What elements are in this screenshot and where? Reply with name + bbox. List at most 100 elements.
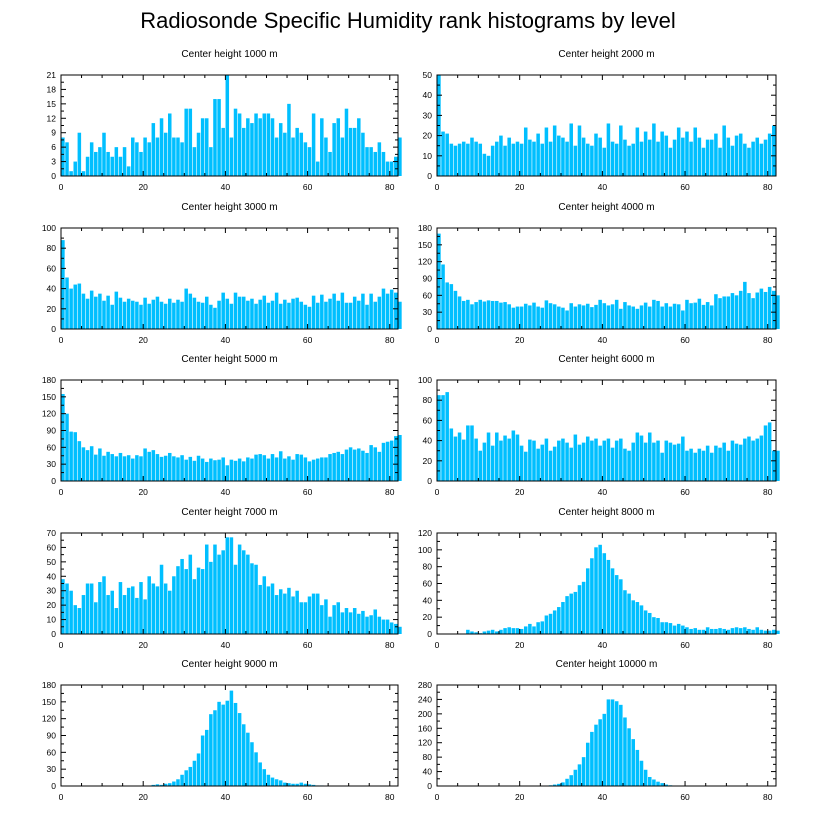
y-tick-label: 0 <box>51 781 56 791</box>
histogram-bar <box>274 292 279 329</box>
histogram-bar <box>610 447 615 481</box>
histogram-bar <box>237 713 242 786</box>
histogram-bar <box>474 438 478 481</box>
histogram-bar <box>561 438 565 481</box>
histogram-bar <box>307 784 312 786</box>
histogram-bar <box>139 151 143 176</box>
histogram-bar <box>474 302 478 329</box>
histogram-bar <box>241 461 246 481</box>
y-tick-label: 150 <box>42 392 56 402</box>
histogram-bar <box>311 593 316 634</box>
histogram-bar <box>303 457 308 481</box>
histogram-bar <box>229 459 234 481</box>
histogram-bar <box>652 123 656 176</box>
histogram-bar <box>126 455 131 481</box>
histogram-bar <box>365 304 369 329</box>
histogram-bar <box>470 425 474 481</box>
panel-10: Center height 10000 m 0 20 40 60 80 0 40 80 120 16… <box>418 659 777 802</box>
y-tick-label: 60 <box>423 290 433 300</box>
histogram-bar <box>639 305 644 329</box>
histogram-bar <box>348 447 353 481</box>
histogram-bar <box>730 440 735 481</box>
histogram-bar <box>647 612 652 634</box>
histogram-bar <box>536 622 540 634</box>
histogram-bar <box>98 448 102 481</box>
histogram-bar <box>573 434 578 481</box>
histogram-bar <box>98 582 102 634</box>
histogram-bar <box>131 300 135 329</box>
histogram-bar <box>159 301 164 329</box>
histogram-bar <box>102 300 106 329</box>
x-tick-label: 60 <box>680 335 690 345</box>
histogram-bar <box>126 298 131 329</box>
histogram-bar <box>118 156 123 176</box>
y-tick-label: 20 <box>47 304 57 314</box>
histogram-bar <box>233 702 238 786</box>
histogram-bar <box>328 616 332 634</box>
histogram-bar <box>619 579 623 634</box>
histogram-bar <box>254 564 258 634</box>
histogram-bar <box>619 308 623 329</box>
panel-title: Center height 5000 m <box>181 354 277 365</box>
histogram-bar <box>299 454 304 481</box>
x-tick-label: 40 <box>221 335 231 345</box>
histogram-bar <box>664 440 669 481</box>
x-tick-label: 40 <box>221 487 231 497</box>
x-tick-label: 60 <box>303 182 313 192</box>
histogram-bar <box>577 444 582 481</box>
histogram-bar <box>528 439 532 481</box>
histogram-bar <box>759 629 764 634</box>
histogram-bar <box>147 303 151 329</box>
histogram-bar <box>180 558 184 634</box>
histogram-bar <box>394 156 398 176</box>
histogram-bar <box>532 141 536 176</box>
histogram-bar <box>139 456 143 481</box>
histogram-bar <box>540 621 545 634</box>
histogram-bar <box>254 113 258 176</box>
histogram-bar <box>168 452 172 481</box>
histogram-bar <box>528 139 532 176</box>
histogram-bar <box>246 554 250 634</box>
histogram-bar <box>250 563 254 634</box>
histogram-bar <box>89 290 94 329</box>
histogram-bar <box>606 438 611 481</box>
panel-1: Center height 1000 m 0 20 40 60 80 0 3 6 9 12 15 18 2… <box>47 49 402 192</box>
histogram-bar <box>544 127 549 176</box>
y-tick-label: 180 <box>42 680 56 690</box>
histogram-bar <box>89 583 94 634</box>
x-tick-label: 0 <box>59 640 64 650</box>
histogram-bar <box>610 568 615 634</box>
histogram-bar <box>217 99 221 176</box>
histogram-bar <box>437 395 441 481</box>
y-tick-label: 100 <box>42 223 56 233</box>
histogram-bar <box>565 141 569 176</box>
histogram-bar <box>602 713 607 786</box>
histogram-bar <box>250 298 254 329</box>
histogram-bar <box>453 290 458 329</box>
histogram-bar <box>172 302 176 329</box>
histogram-bar <box>200 118 205 176</box>
histogram-bar <box>519 628 524 634</box>
y-tick-label: 60 <box>47 442 57 452</box>
x-tick-label: 40 <box>598 640 608 650</box>
y-tick-label: 30 <box>47 764 57 774</box>
histogram-bar <box>594 547 598 634</box>
histogram-bar <box>254 454 258 481</box>
histogram-bar <box>503 435 507 481</box>
histogram-bar <box>188 108 193 176</box>
histogram-bar <box>266 586 271 634</box>
histogram-bar <box>449 143 454 176</box>
histogram-bar <box>373 447 378 481</box>
histogram-bar <box>361 132 365 176</box>
histogram-bar <box>710 452 714 481</box>
y-tick-label: 120 <box>418 257 432 267</box>
histogram-bar <box>511 143 516 176</box>
histogram-bar <box>672 139 677 176</box>
y-tick-label: 3 <box>51 157 56 167</box>
histogram-bar <box>585 143 590 176</box>
histogram-bar <box>81 293 86 329</box>
histogram-bar <box>143 297 147 329</box>
y-tick-label: 40 <box>47 284 57 294</box>
histogram-bar <box>274 457 279 481</box>
histogram-bar <box>705 627 710 634</box>
